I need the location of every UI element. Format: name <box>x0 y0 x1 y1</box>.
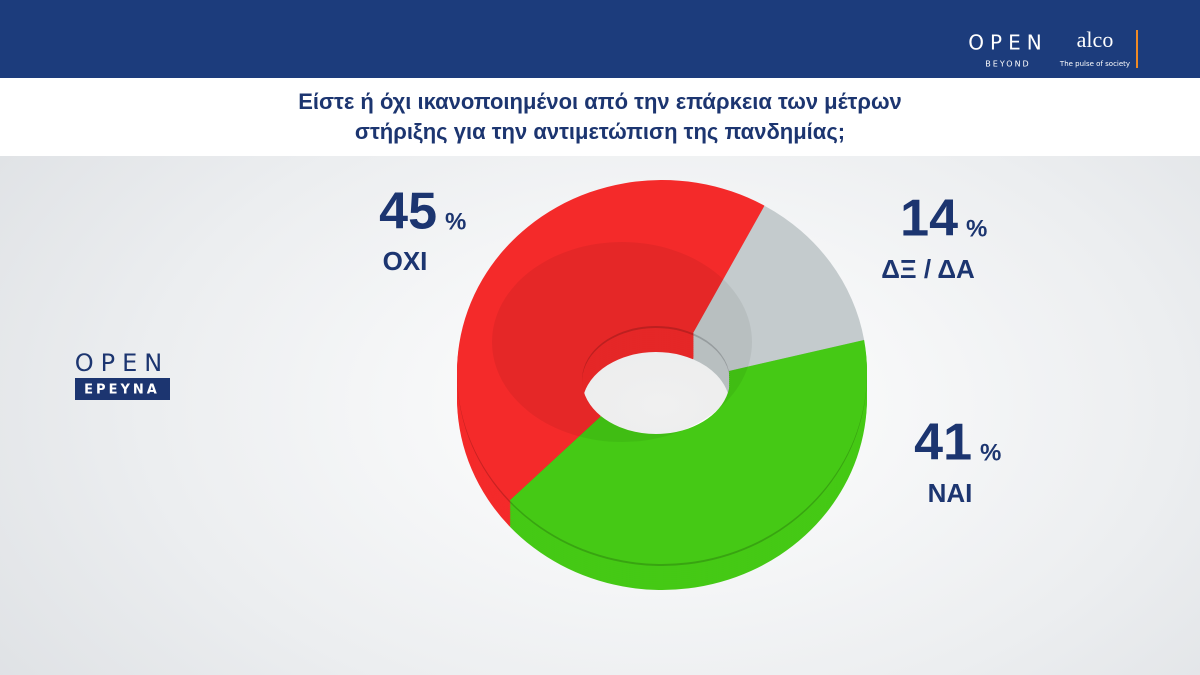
side-logo: OPEN <box>75 349 169 377</box>
slice <box>693 205 865 371</box>
title-bar: Είστε ή όχι ικανοποιημένοι από την επάρκ… <box>0 78 1200 156</box>
value-label: 45 <box>379 183 437 241</box>
brand-sub: BEYOND <box>985 60 1030 69</box>
value-unit: % <box>445 208 466 235</box>
value-label: 14 <box>900 190 958 248</box>
partner-sub: The pulse of society <box>1059 60 1130 68</box>
side-logo-box <box>75 378 170 400</box>
brand-logo: OPEN <box>968 31 1047 55</box>
slice <box>509 339 867 565</box>
chart-title: Είστε ή όχι ικανοποιημένοι από την επάρκ… <box>298 89 902 144</box>
category-label: ΝΑΙ <box>928 478 973 508</box>
top-bar <box>0 0 1200 78</box>
divider <box>1136 30 1138 68</box>
category-label: ΟΧΙ <box>383 246 428 276</box>
value-unit: % <box>966 215 987 242</box>
partner-logo: alco <box>1077 27 1114 52</box>
inner-shade <box>492 242 752 442</box>
category-label: ΔΞ / ΔΑ <box>881 254 975 284</box>
value-unit: % <box>980 439 1001 466</box>
value-label: 41 <box>914 414 972 472</box>
slice <box>456 179 765 501</box>
side-logo-section: ΕΡΕΥΝΑ <box>84 383 160 398</box>
